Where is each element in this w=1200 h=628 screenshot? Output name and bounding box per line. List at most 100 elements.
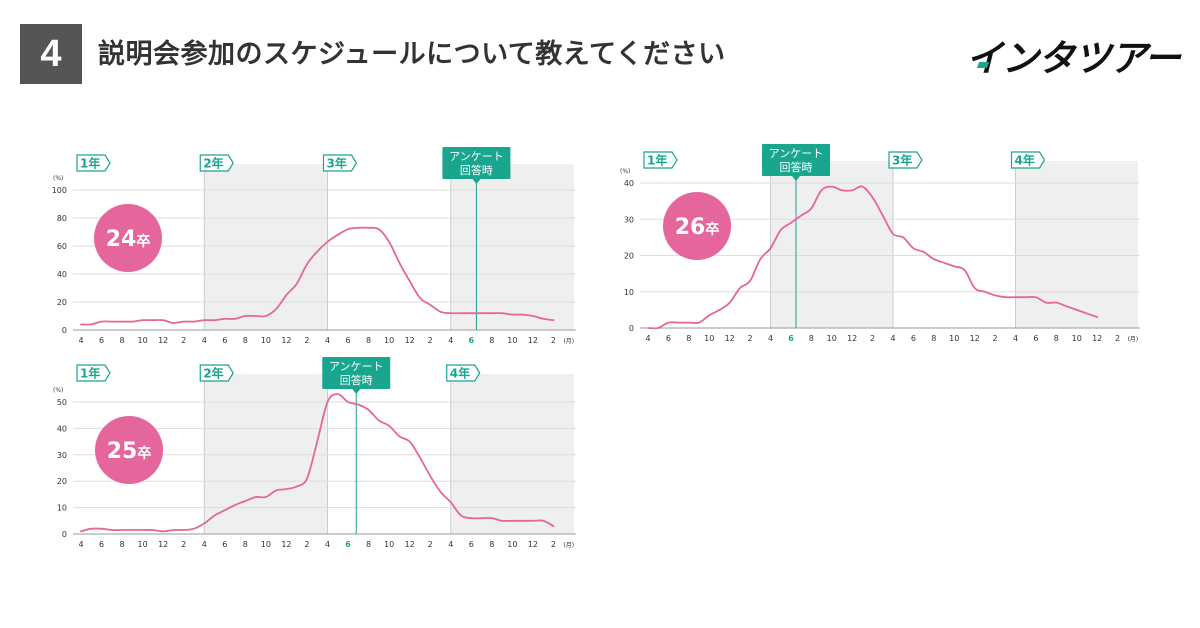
x-tick-label: 2: [551, 336, 556, 345]
year-tag-box: [888, 151, 923, 169]
x-tick-label: 6: [99, 336, 104, 345]
year-tag-label: 4年: [450, 366, 470, 381]
series-line: [80, 226, 555, 326]
x-tick-label: 10: [384, 540, 394, 549]
x-tick-label: 10: [261, 540, 271, 549]
y-tick-label: 0: [629, 324, 634, 333]
x-tick-label: 4: [325, 336, 330, 345]
x-tick-label: 12: [528, 336, 538, 345]
y-tick-label: 10: [57, 504, 67, 513]
y-tick-label: 30: [57, 451, 67, 460]
x-unit-label: (月): [563, 338, 574, 345]
x-tick-label: 8: [489, 540, 494, 549]
year-tag-label: 3年: [327, 156, 347, 171]
x-tick-label: 4: [202, 336, 207, 345]
x-tick-label: 8: [366, 336, 371, 345]
year-tag-box: [76, 154, 111, 172]
y-tick-label: 20: [57, 477, 67, 486]
x-tick-label: 8: [809, 334, 814, 343]
y-tick-label: 0: [62, 326, 67, 335]
survey-callout-line1: アンケート: [769, 147, 824, 160]
year-tag-box: [1010, 151, 1046, 169]
series-line: [647, 185, 1099, 330]
x-tick-label: 10: [949, 334, 959, 343]
cohort-badge-label: 26卒: [675, 215, 720, 240]
y-tick-label: 100: [52, 186, 67, 195]
survey-callout-box: [322, 357, 391, 389]
year-tag-label: 2年: [203, 156, 223, 171]
survey-callout-box: [442, 147, 511, 179]
y-tick-label: 30: [624, 215, 634, 224]
x-tick-label: 4: [202, 540, 207, 549]
x-tick-label: 6: [222, 540, 227, 549]
x-tick-label: 8: [120, 336, 125, 345]
year-tag-label: 1年: [80, 156, 100, 171]
x-tick-label: 6: [469, 336, 475, 345]
x-tick-label: 6: [1033, 334, 1038, 343]
x-tick-label: 2: [1115, 334, 1120, 343]
x-tick-label: 2: [551, 540, 556, 549]
x-tick-label: 4: [645, 334, 650, 343]
year-shade-band: [770, 161, 893, 328]
year-tag-box: [643, 151, 678, 169]
x-tick-label: 6: [345, 540, 351, 549]
x-tick-label: 10: [138, 336, 148, 345]
x-tick-label: 12: [970, 334, 980, 343]
y-tick-label: 60: [57, 242, 67, 251]
x-unit-label: (月): [563, 542, 574, 549]
x-tick-label: 12: [847, 334, 857, 343]
year-tag-label: 1年: [80, 366, 100, 381]
y-tick-label: 80: [57, 214, 67, 223]
series-line: [80, 393, 555, 533]
x-unit-label: (月): [1128, 336, 1139, 343]
x-tick-label: 8: [120, 540, 125, 549]
cohort-badge-label: 24卒: [106, 227, 151, 252]
x-tick-label: 12: [1092, 334, 1102, 343]
x-tick-label: 10: [507, 336, 517, 345]
x-tick-label: 2: [181, 336, 186, 345]
x-tick-label: 4: [325, 540, 330, 549]
x-tick-label: 8: [243, 336, 248, 345]
x-tick-label: 10: [827, 334, 837, 343]
year-tag-label: 1年: [647, 153, 667, 168]
x-tick-label: 2: [428, 540, 433, 549]
year-tag-box: [322, 154, 358, 172]
x-tick-label: 6: [788, 334, 794, 343]
survey-callout-pointer: [472, 179, 481, 184]
x-tick-label: 4: [1013, 334, 1018, 343]
year-tag-label: 3年: [892, 153, 912, 168]
x-tick-label: 2: [870, 334, 875, 343]
cohort-badge: [95, 416, 163, 484]
year-tag-box: [446, 364, 481, 382]
y-tick-label: 40: [624, 179, 634, 188]
year-tag-label: 4年: [1015, 153, 1035, 168]
x-tick-label: 8: [1054, 334, 1059, 343]
y-tick-label: 50: [57, 398, 67, 407]
x-tick-label: 4: [78, 336, 83, 345]
x-tick-label: 2: [304, 336, 309, 345]
survey-callout-line1: アンケート: [329, 360, 384, 373]
y-unit-label: (%): [620, 168, 630, 175]
x-tick-label: 12: [725, 334, 735, 343]
cohort-badge: [663, 192, 731, 260]
y-unit-label: (%): [53, 175, 63, 182]
survey-callout-line2: 回答時: [780, 160, 813, 174]
x-tick-label: 10: [261, 336, 271, 345]
x-tick-label: 12: [281, 540, 291, 549]
y-tick-label: 10: [624, 288, 634, 297]
x-tick-label: 2: [181, 540, 186, 549]
page-title: 説明会参加のスケジュールについて教えてください: [98, 39, 726, 70]
x-tick-label: 10: [384, 336, 394, 345]
x-tick-label: 2: [748, 334, 753, 343]
x-tick-label: 10: [138, 540, 148, 549]
x-tick-label: 12: [158, 336, 168, 345]
year-tag-label: 2年: [203, 366, 223, 381]
survey-callout-pointer: [352, 389, 361, 394]
x-tick-label: 10: [704, 334, 714, 343]
y-tick-label: 40: [57, 270, 67, 279]
y-tick-label: 40: [57, 424, 67, 433]
x-tick-label: 8: [489, 336, 494, 345]
x-tick-label: 10: [507, 540, 517, 549]
